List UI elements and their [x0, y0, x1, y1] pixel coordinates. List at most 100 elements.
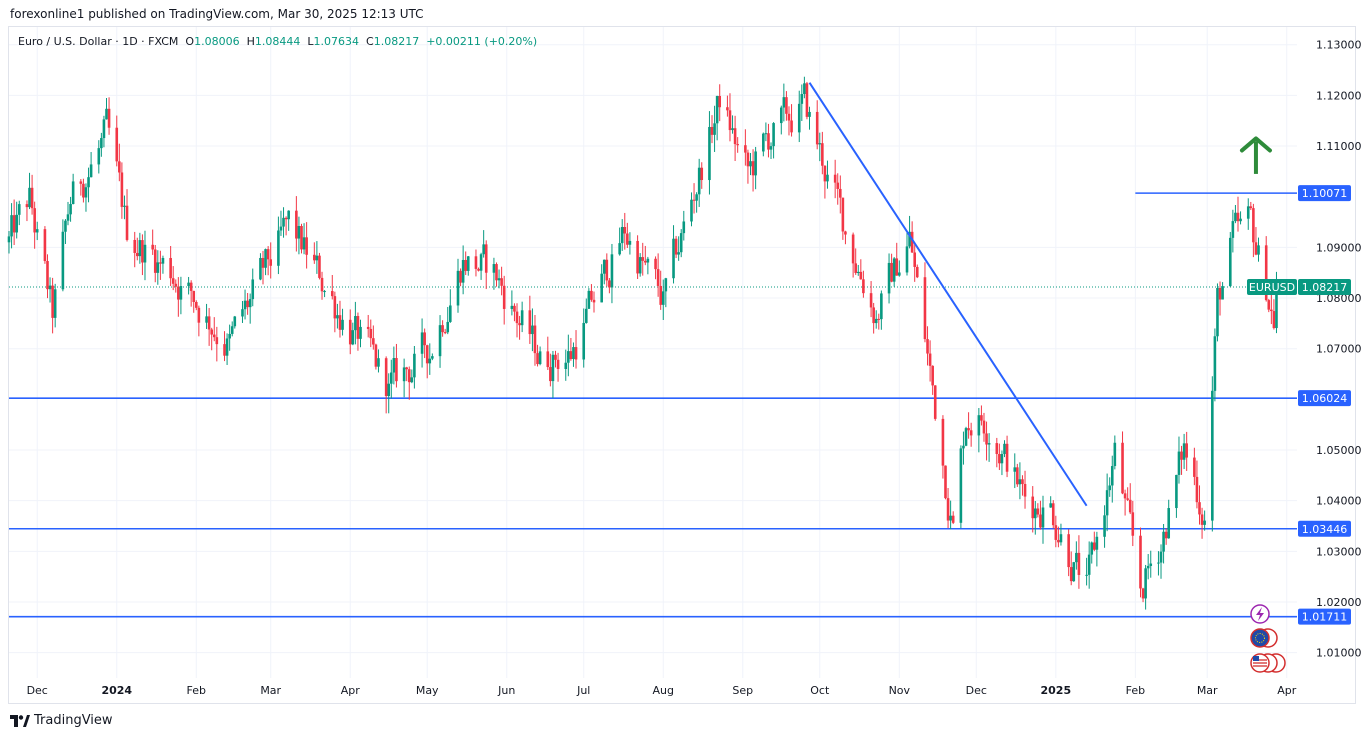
candle-body — [1085, 574, 1088, 576]
candle-body — [969, 430, 973, 436]
candle-body — [330, 291, 334, 297]
candle-body — [495, 264, 498, 281]
candle-body — [482, 244, 485, 255]
candle-body — [659, 285, 662, 305]
candle-body — [520, 310, 524, 326]
candle-body — [690, 199, 693, 222]
candle-body — [97, 148, 101, 165]
candle-body — [1218, 288, 1222, 300]
candle-body — [159, 262, 162, 264]
candle-body — [590, 290, 593, 300]
candle-body — [946, 498, 950, 521]
tradingview-footer[interactable]: TradingView — [10, 713, 113, 728]
candle-body — [679, 233, 683, 253]
candle-body — [228, 333, 231, 339]
candle-body — [1257, 245, 1260, 255]
candle-body — [1087, 554, 1091, 575]
level-badge-text: 1.03446 — [1302, 523, 1348, 536]
candle-body — [71, 181, 75, 205]
candle-body — [628, 240, 632, 245]
last-price-badge-text: 1.08217 — [1302, 281, 1348, 294]
legend-symbol[interactable]: Euro / U.S. Dollar · 1D · FXCM — [18, 35, 179, 48]
candle-body — [269, 259, 273, 266]
candle-body — [441, 325, 444, 333]
candle-body — [895, 258, 899, 276]
candle-body — [874, 318, 878, 324]
candle-body — [869, 293, 873, 308]
legend-low-label: L — [307, 35, 314, 48]
candle-body — [623, 227, 627, 234]
candle-body — [1031, 496, 1035, 519]
candle-body — [910, 231, 914, 253]
candle-body — [762, 133, 765, 152]
x-tick-label: Oct — [810, 684, 830, 697]
us-canton — [1253, 656, 1259, 661]
candle-body — [1146, 565, 1150, 569]
candle-body — [538, 351, 542, 365]
candle-body — [515, 311, 519, 324]
candle-body — [205, 316, 208, 323]
candle-body — [315, 255, 319, 261]
candle-body — [248, 299, 252, 308]
legend-high-label: H — [246, 35, 255, 48]
legend-low: 1.07634 — [313, 35, 360, 48]
candle-body — [459, 270, 462, 283]
candle-body — [1021, 479, 1024, 484]
candle-body — [898, 272, 901, 276]
candle-body — [962, 445, 965, 449]
candle-body — [587, 290, 591, 309]
level-badge-text: 1.06024 — [1302, 392, 1348, 405]
candle-body — [197, 307, 201, 323]
candle-body — [1175, 474, 1178, 509]
candle-body — [66, 214, 70, 221]
y-tick-label: 1.05000 — [1316, 444, 1362, 457]
candle-body — [1252, 208, 1255, 243]
candle-body — [890, 262, 893, 282]
candle-body — [584, 308, 588, 323]
candle-body — [284, 217, 288, 220]
candle-body — [551, 354, 555, 382]
candle-body — [815, 111, 819, 145]
candle-body — [977, 415, 981, 436]
candle-body — [466, 256, 470, 271]
candle-body — [887, 262, 891, 294]
candle-body — [931, 365, 934, 386]
candle-body — [754, 151, 757, 176]
candle-body — [785, 97, 788, 114]
candle-body — [1105, 490, 1109, 516]
candle-body — [1200, 514, 1204, 525]
candle-body — [677, 252, 680, 255]
candle-body — [546, 351, 550, 368]
candle-body — [654, 258, 657, 270]
candle-body — [100, 138, 103, 149]
candle-body — [53, 289, 57, 318]
candle-body — [1059, 534, 1063, 543]
candle-body — [1203, 520, 1206, 525]
candle-body — [877, 318, 881, 320]
candle-body — [787, 113, 791, 121]
candle-body — [156, 262, 160, 273]
candle-body — [610, 254, 614, 288]
candle-body — [407, 369, 411, 383]
candle-body — [626, 233, 629, 245]
candle-body — [964, 428, 968, 446]
candle-body — [982, 420, 986, 434]
candle-body — [1144, 568, 1147, 599]
candle-body — [461, 259, 465, 283]
candle-body — [951, 515, 955, 523]
candle-body — [608, 280, 611, 288]
candle-body — [808, 111, 811, 117]
candle-body — [790, 120, 793, 133]
candle-body — [1270, 309, 1273, 312]
candle-body — [715, 95, 719, 124]
candle-body — [556, 359, 560, 369]
candle-body — [192, 290, 196, 302]
level-badge-bg — [1298, 185, 1351, 202]
candle-body — [1077, 552, 1081, 575]
candle-body — [1049, 503, 1052, 508]
candle-series — [7, 76, 1278, 610]
candle-body — [823, 165, 827, 182]
candle-body — [641, 257, 645, 261]
candle-body — [1139, 535, 1142, 589]
